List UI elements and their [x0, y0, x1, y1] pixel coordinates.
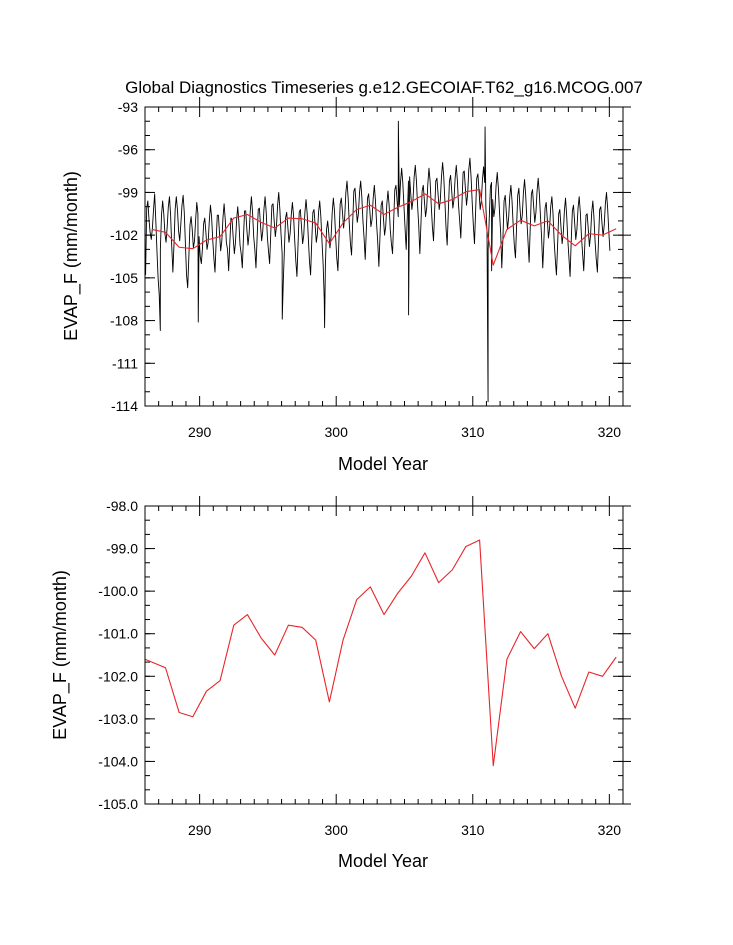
bottom-y-tick-label: -102.0 [98, 668, 138, 684]
bottom-x-tick-label: 310 [461, 822, 485, 838]
top-y-tick-label: -102 [110, 227, 138, 243]
top-y-tick-label: -114 [111, 398, 138, 414]
bottom-y-tick-label: -103.0 [98, 711, 138, 727]
top-y-tick-label: -99 [118, 184, 138, 200]
top-y-tick-label: -96 [118, 142, 138, 158]
bottom-y-tick-label: -100.0 [98, 583, 138, 599]
top-x-tick-label: 310 [461, 424, 485, 440]
bottom-x-tick-label: 320 [598, 822, 622, 838]
bottom-x-axis-label: Model Year [338, 851, 428, 871]
top-x-axis-label: Model Year [338, 454, 428, 474]
bottom-y-tick-label: -104.0 [98, 753, 138, 769]
top-x-tick-label: 320 [598, 424, 622, 440]
top-x-tick-label: 300 [325, 424, 349, 440]
bottom-plot-frame [144, 505, 624, 805]
top-x-tick-label: 290 [188, 424, 212, 440]
top-panel: Global Diagnostics Timeseries g.e12.GECO… [61, 78, 643, 474]
top-plot-frame [144, 106, 624, 407]
bottom-y-tick-label: -99.0 [106, 541, 138, 557]
bottom-x-tick-label: 290 [188, 822, 212, 838]
bottom-y-axis-label: EVAP_F (mm/month) [50, 570, 71, 740]
top-y-tick-label: -93 [118, 99, 138, 115]
top-y-tick-label: -111 [112, 355, 138, 371]
bottom-y-tick-label: -98.0 [106, 498, 138, 514]
top-series-annual-mean-line [151, 189, 617, 266]
bottom-panel: 290 300 310 320 -98.0 -99.0 -100.0 -101.0 -102.0… [50, 496, 631, 871]
top-y-tick-label: -108 [110, 313, 138, 329]
bottom-y-tick-label: -101.0 [98, 626, 138, 642]
bottom-series-annual-mean-line [144, 539, 617, 767]
bottom-x-tick-label: 300 [325, 822, 349, 838]
top-y-tick-label: -105 [110, 270, 138, 286]
bottom-y-tick-label: -105.0 [98, 796, 138, 812]
top-series-monthly-line [145, 120, 611, 403]
top-y-axis-label: EVAP_F (mm/month) [61, 171, 82, 341]
chart-title: Global Diagnostics Timeseries g.e12.GECO… [125, 78, 643, 97]
